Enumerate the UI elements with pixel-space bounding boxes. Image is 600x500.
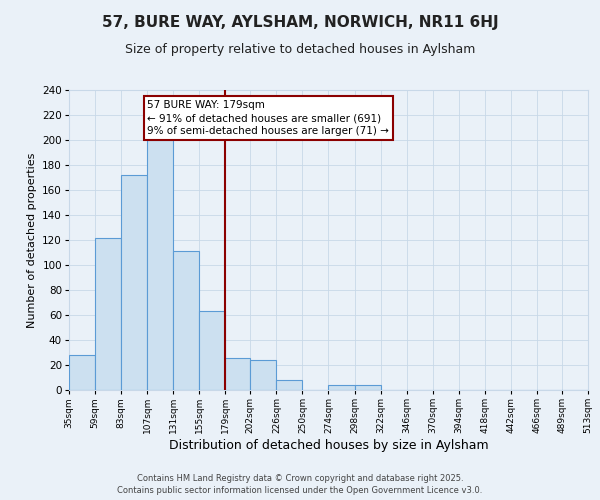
Bar <box>69 355 95 390</box>
Bar <box>277 380 302 390</box>
Bar <box>147 140 173 390</box>
Bar <box>199 311 226 390</box>
Bar <box>329 385 355 390</box>
Text: 57 BURE WAY: 179sqm
← 91% of detached houses are smaller (691)
9% of semi-detach: 57 BURE WAY: 179sqm ← 91% of detached ho… <box>147 100 389 136</box>
Bar <box>121 175 147 390</box>
Bar <box>226 358 250 390</box>
Text: Size of property relative to detached houses in Aylsham: Size of property relative to detached ho… <box>125 42 475 56</box>
Bar <box>355 385 380 390</box>
Bar <box>95 238 121 390</box>
Text: Contains HM Land Registry data © Crown copyright and database right 2025.
Contai: Contains HM Land Registry data © Crown c… <box>118 474 482 495</box>
Bar <box>173 251 199 390</box>
Bar <box>250 360 277 390</box>
Y-axis label: Number of detached properties: Number of detached properties <box>27 152 37 328</box>
X-axis label: Distribution of detached houses by size in Aylsham: Distribution of detached houses by size … <box>169 439 488 452</box>
Text: 57, BURE WAY, AYLSHAM, NORWICH, NR11 6HJ: 57, BURE WAY, AYLSHAM, NORWICH, NR11 6HJ <box>101 15 499 30</box>
